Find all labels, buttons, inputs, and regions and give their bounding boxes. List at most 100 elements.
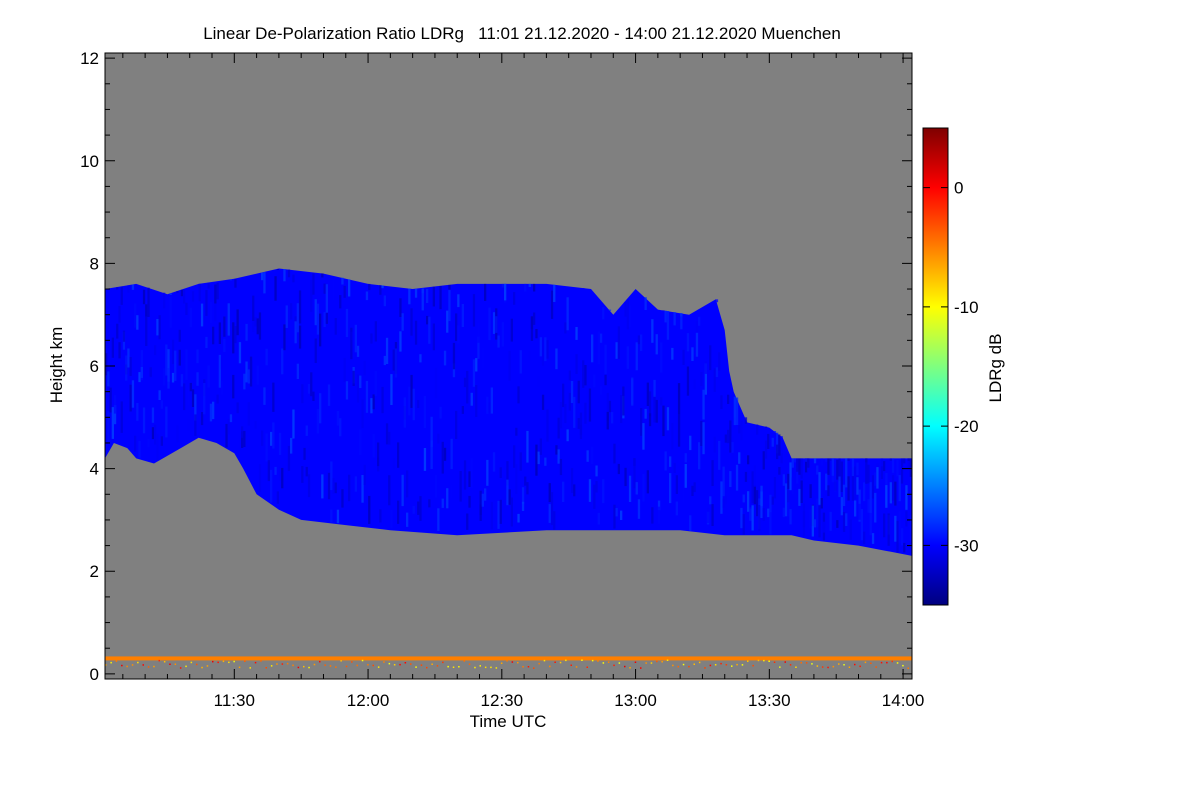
cloud-texture <box>811 505 814 537</box>
cloud-texture <box>541 339 545 366</box>
cloud-texture <box>521 487 525 504</box>
near-ground-speckle <box>303 665 305 668</box>
cloud-texture <box>530 316 534 341</box>
cloud-texture <box>604 344 607 374</box>
cloud-texture <box>898 475 901 502</box>
cloud-texture <box>816 465 819 475</box>
cloud-texture <box>189 307 192 328</box>
cloud-texture <box>764 426 768 428</box>
near-ground-speckle <box>704 667 706 669</box>
cloud-texture <box>655 334 658 355</box>
cloud-texture <box>397 442 400 468</box>
cloud-texture <box>521 501 525 511</box>
cloud-texture <box>430 416 433 448</box>
near-ground-speckle <box>179 667 182 669</box>
cloud-texture <box>385 423 389 445</box>
near-ground-speckle <box>356 664 358 667</box>
cloud-texture <box>711 504 714 526</box>
cloud-texture <box>849 519 852 540</box>
cloud-texture <box>127 348 130 368</box>
cloud-texture <box>874 472 877 486</box>
cloud-texture <box>120 401 123 433</box>
cloud-texture <box>762 508 765 521</box>
cloud-texture <box>611 450 614 471</box>
cloud-texture <box>116 323 119 339</box>
cloud-texture <box>891 458 895 473</box>
cloud-texture <box>622 386 625 416</box>
cloud-texture <box>131 284 135 290</box>
cloud-texture <box>283 324 286 351</box>
cloud-texture <box>510 318 513 342</box>
cloud-texture <box>399 331 402 352</box>
cloud-texture <box>510 497 513 527</box>
near-ground-speckle <box>907 667 909 669</box>
cloud-texture <box>909 458 913 477</box>
cloud-texture <box>637 335 641 345</box>
near-ground-speckle <box>169 663 171 665</box>
cloud-texture <box>860 458 863 460</box>
cloud-texture <box>695 332 699 357</box>
cloud-texture <box>350 327 353 360</box>
near-ground-speckle <box>811 663 813 665</box>
x-tick-label: 13:30 <box>748 691 791 710</box>
cloud-texture <box>434 474 438 498</box>
cloud-texture <box>682 472 685 504</box>
cloud-texture <box>644 297 647 310</box>
cloud-texture <box>383 295 386 307</box>
cloud-texture <box>635 342 638 371</box>
cloud-texture <box>261 430 264 446</box>
cloud-texture <box>640 408 643 436</box>
cloud-texture <box>490 387 493 414</box>
near-ground-speckle <box>238 666 241 669</box>
cloud-texture <box>339 418 342 437</box>
cloud-texture <box>276 491 279 504</box>
cloud-texture <box>557 417 560 439</box>
cloud-texture <box>163 292 166 309</box>
cloud-texture <box>550 290 554 319</box>
cloud-texture <box>506 461 509 486</box>
cloud-texture <box>533 312 536 325</box>
cloud-texture <box>651 319 654 343</box>
cloud-texture <box>171 339 175 365</box>
cloud-texture <box>301 466 304 483</box>
cloud-texture <box>720 481 723 514</box>
cloud-texture <box>455 410 458 439</box>
cloud-texture <box>796 458 799 472</box>
cloud-texture <box>762 451 765 470</box>
cloud-texture <box>236 402 239 414</box>
cloud-texture <box>555 445 558 455</box>
near-ground-speckle <box>779 666 781 668</box>
near-ground-speckle <box>420 664 423 666</box>
cloud-texture <box>283 269 286 282</box>
near-ground-speckle <box>474 666 476 669</box>
cloud-texture <box>183 289 186 304</box>
cloud-texture <box>818 472 821 505</box>
y-tick-label: 2 <box>90 562 99 581</box>
cloud-texture <box>702 389 705 420</box>
near-ground-speckle <box>265 667 267 669</box>
cloud-texture <box>194 394 197 421</box>
near-ground-speckle <box>533 667 535 669</box>
cloud-texture <box>247 402 250 426</box>
cloud-texture <box>341 277 344 285</box>
cloud-texture <box>410 308 413 336</box>
cloud-texture <box>880 466 884 479</box>
cloud-texture <box>176 425 179 443</box>
cloud-texture <box>452 342 456 370</box>
cloud-texture <box>165 406 168 438</box>
cloud-texture <box>463 460 467 490</box>
cloud-texture <box>142 289 146 305</box>
cloud-texture <box>586 387 589 403</box>
cloud-texture <box>484 283 487 301</box>
colorbar-bar <box>922 127 949 606</box>
cloud-texture <box>243 430 246 447</box>
cloud-texture <box>695 320 699 333</box>
cloud-texture <box>637 499 641 519</box>
cloud-texture <box>584 365 587 386</box>
near-ground-speckle <box>607 661 610 663</box>
cloud-texture <box>272 422 275 449</box>
cloud-texture <box>711 460 714 486</box>
cloud-texture <box>354 476 357 492</box>
near-ground-speckle <box>677 665 679 668</box>
cloud-texture <box>889 458 892 461</box>
